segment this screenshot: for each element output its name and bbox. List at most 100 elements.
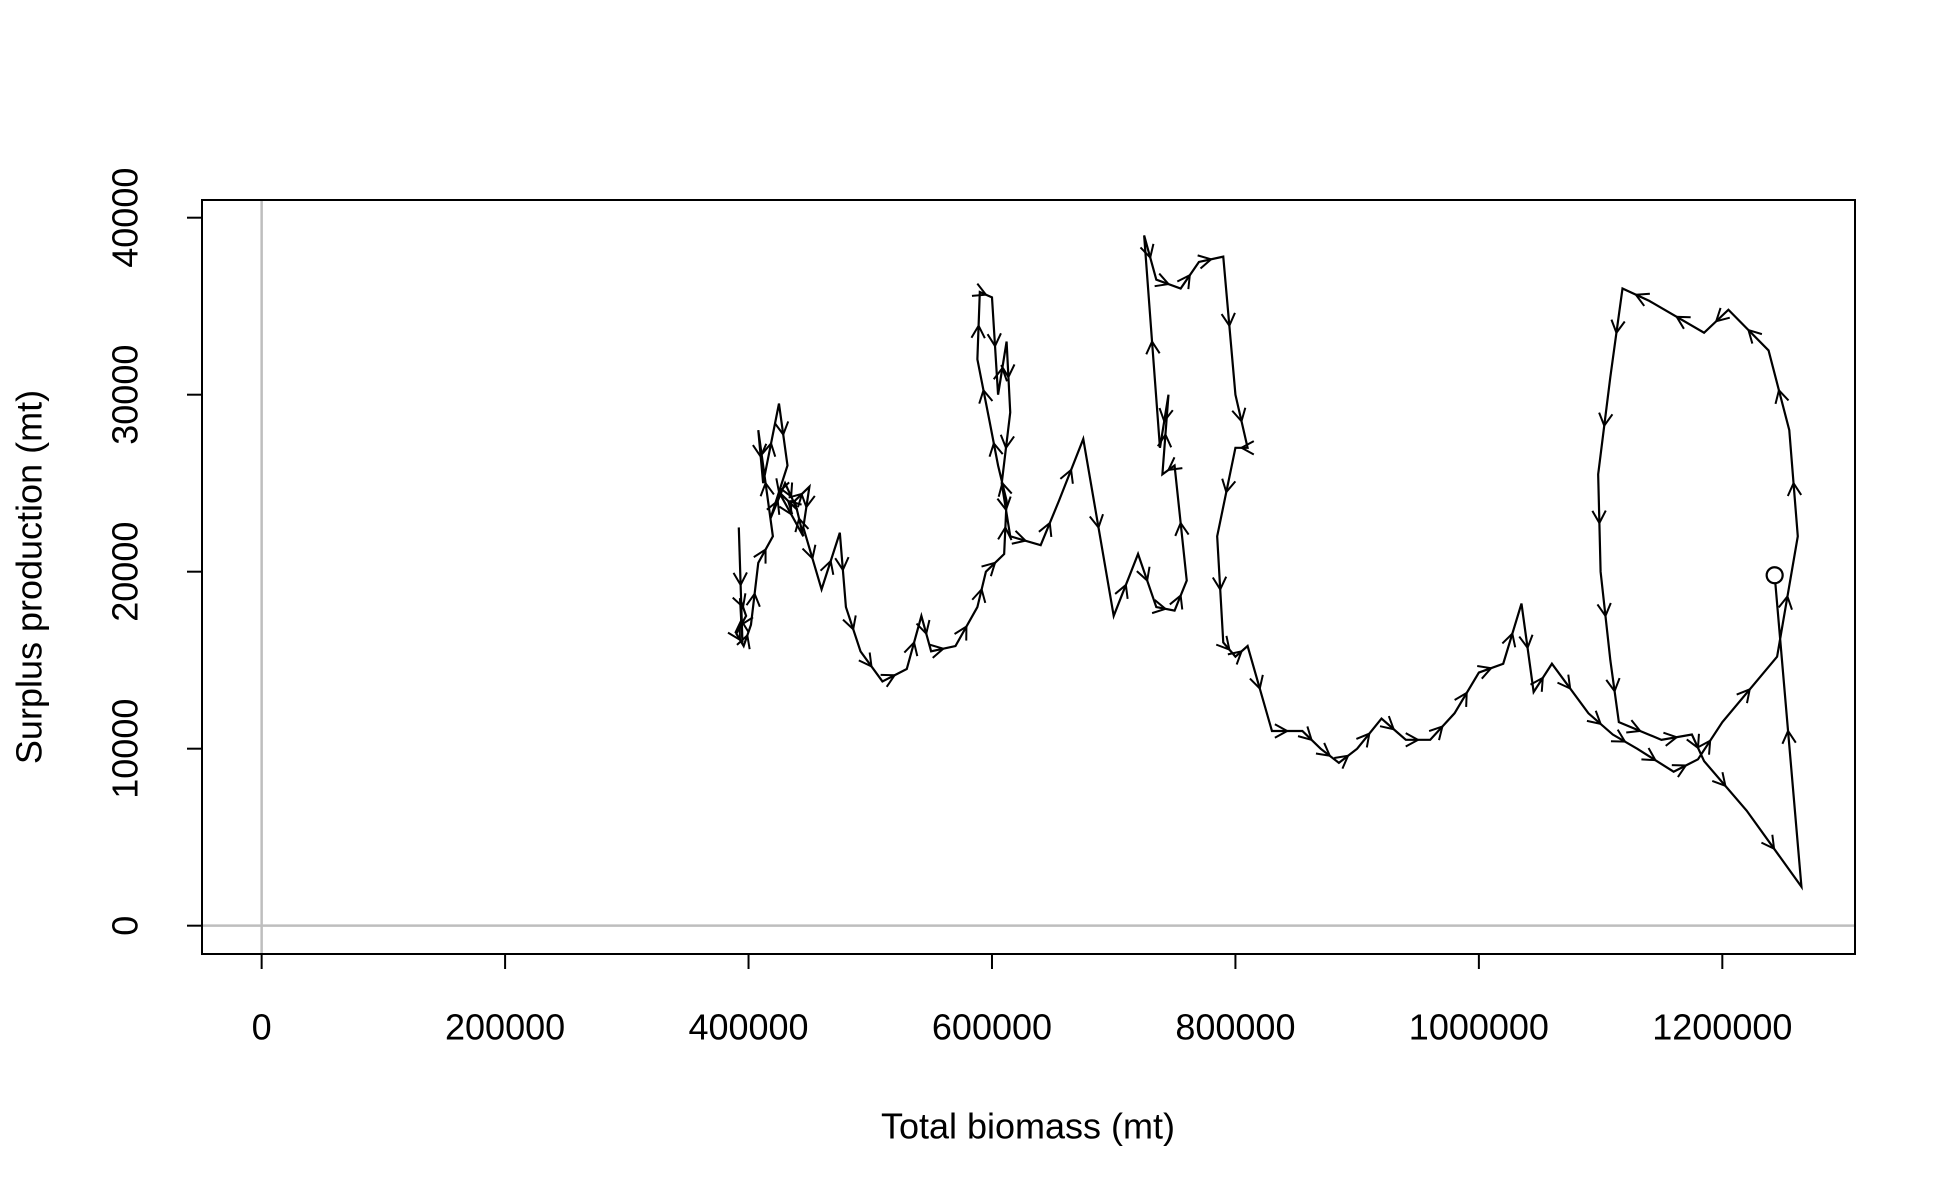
arrowhead [794,516,810,533]
arrowhead [1000,363,1016,380]
x-tick-label: 1200000 [1652,1007,1792,1048]
arrowhead [1760,834,1776,851]
arrowhead [1736,687,1752,704]
arrowhead [929,643,946,659]
arrowhead [1379,715,1396,731]
arrowhead [1274,723,1290,739]
arrowhead [1641,747,1658,762]
arrowhead [1355,732,1371,748]
arrowhead [858,652,873,669]
x-axis-label: Total biomass (mt) [881,1106,1175,1147]
arrowhead [880,673,897,688]
arrowhead [819,559,835,576]
arrowhead [903,640,919,657]
arrowhead [1297,726,1314,742]
arrowhead [1156,432,1173,448]
arrowhead [1596,602,1612,619]
arrowhead [759,481,775,497]
arrowhead [736,633,751,650]
arrowhead [834,556,850,572]
arrowhead [1626,719,1643,734]
arrowhead [1221,478,1237,495]
arrowhead [1530,676,1544,692]
arrowhead [1227,649,1244,665]
arrowhead [745,591,761,608]
y-axis-label: Surplus production (mt) [9,390,50,764]
arrowhead [1714,307,1731,323]
arrowhead [1686,733,1700,750]
arrowhead [1059,467,1074,484]
x-tick-label: 600000 [932,1007,1052,1048]
arrowhead [997,525,1013,541]
end-point [1765,566,1784,585]
arrowhead [1781,728,1797,745]
arrowhead [1011,530,1028,545]
y-tick-label: 40000 [105,168,146,268]
arrowhead [1697,738,1712,755]
arrowhead [753,547,767,564]
arrowhead [1610,319,1626,335]
arrowhead [1428,725,1444,741]
arrowhead [732,572,748,588]
x-tick-label: 400000 [688,1007,808,1048]
arrowhead [1231,407,1247,424]
arrowhead [1634,292,1650,307]
arrowhead [778,500,793,516]
arrowhead [1586,710,1603,726]
arrowhead [761,441,777,458]
arrowhead [1038,521,1053,538]
arrowhead [1747,328,1763,344]
arrowhead [1671,764,1688,778]
arrowhead [732,593,747,610]
arrowhead [1454,691,1468,707]
arrowhead [775,478,790,495]
x-tick-label: 200000 [445,1007,565,1048]
arrowhead [1220,312,1236,328]
arrowhead [971,587,987,604]
arrowhead [1197,254,1214,270]
arrowhead [1151,599,1168,615]
arrowhead [1711,771,1727,788]
trajectory [735,235,1803,891]
arrowhead [1777,594,1793,611]
arrowhead [954,624,968,641]
arrowhead [727,625,742,642]
arrowhead [801,544,817,561]
arrowhead [1176,273,1191,290]
arrowhead [774,421,790,437]
arrowhead [842,615,857,632]
arrowhead [970,323,986,339]
arrowhead [1501,631,1517,648]
arrowhead [1136,566,1151,583]
arrowhead [1239,440,1255,456]
arrowhead [1166,456,1183,472]
arrowhead [1089,513,1104,530]
arrowhead [1315,742,1332,758]
arrowhead [766,498,781,515]
arrowhead [1145,339,1161,355]
arrowhead [999,434,1015,450]
y-tick-label: 0 [105,916,146,936]
arrowhead [1405,732,1421,748]
plot-frame [201,199,1856,955]
arrowhead [1158,407,1174,424]
arrowhead [740,610,754,627]
arrowhead [1518,634,1534,650]
arrowhead [1477,665,1494,680]
arrowhead [800,493,816,510]
arrowhead [1215,635,1231,652]
arrowhead [1591,510,1607,526]
arrowhead [1674,315,1691,330]
arrowhead [1774,388,1790,405]
arrowhead [1598,412,1614,428]
x-tick-label: 1000000 [1409,1007,1549,1048]
arrowhead [1334,754,1350,769]
arrowhead [1663,731,1679,747]
y-tick-label: 20000 [105,522,146,622]
arrowhead [981,561,997,577]
arrowhead [1114,583,1129,599]
arrowhead [978,388,994,404]
arrowhead [1610,729,1627,743]
arrowhead [988,441,1004,458]
